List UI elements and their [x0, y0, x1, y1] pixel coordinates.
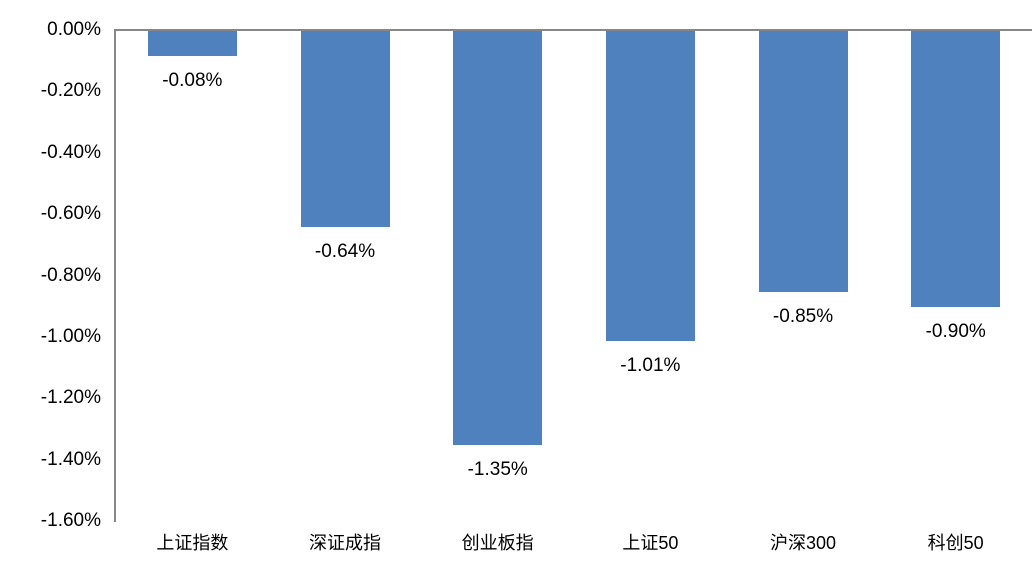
y-axis-labels: 0.00% -0.20% -0.40% -0.60% -0.80% -1.00% -1.20…: [0, 0, 101, 579]
x-axis-category-label: 科创50: [927, 533, 984, 553]
x-axis-category-label: 沪深300: [770, 533, 837, 553]
y-axis-tick-label: -1.00%: [40, 325, 101, 347]
y-axis-tick-label: -0.20%: [40, 80, 101, 102]
x-axis-category-label: 深证成指: [309, 533, 381, 553]
bar-value-label: -0.08%: [162, 70, 223, 91]
x-axis-labels: 上证指数 深证成指 创业板指 上证50 沪深300 科创50: [116, 531, 1032, 555]
y-axis-tick-label: -0.80%: [40, 264, 101, 286]
y-axis-tick-label: 0.00%: [47, 19, 101, 40]
bar: [605, 31, 695, 341]
bar-value-label: -1.35%: [467, 459, 528, 480]
y-axis-tick-label: -0.60%: [40, 203, 101, 225]
y-axis-line: [114, 29, 116, 522]
plot-area: -0.08% -0.64% -1.35% -1.01% -0.85% -0.90%: [116, 31, 1032, 521]
x-axis-category-label: 创业板指: [461, 533, 534, 553]
x-axis-category-label: 上证指数: [156, 533, 229, 553]
zero-gridline: [114, 29, 1032, 31]
bar-slot: -0.85%: [727, 31, 880, 521]
bar-slot: -0.08%: [116, 31, 269, 521]
bar-value-label: -1.01%: [620, 355, 681, 376]
bar: [453, 31, 543, 445]
bar: [300, 31, 390, 227]
bar-value-label: -0.90%: [925, 321, 986, 342]
bar-value-label: -0.85%: [772, 306, 834, 327]
bar-slot: -0.90%: [879, 31, 1032, 521]
y-axis-tick-label: -0.40%: [40, 141, 101, 163]
y-axis-tick-label: -1.60%: [40, 510, 101, 531]
x-axis-category-label: 上证50: [622, 533, 679, 553]
bar: [758, 31, 848, 292]
bar: [911, 31, 1001, 307]
y-axis-tick-label: -1.40%: [40, 448, 101, 470]
bar-slot: -1.35%: [421, 31, 574, 521]
bar: [147, 31, 237, 56]
bar-slot: -1.01%: [574, 31, 727, 521]
y-axis-tick-label: -1.20%: [40, 387, 101, 409]
bar-value-label: -0.64%: [314, 241, 376, 262]
bar-slot: -0.64%: [269, 31, 422, 521]
